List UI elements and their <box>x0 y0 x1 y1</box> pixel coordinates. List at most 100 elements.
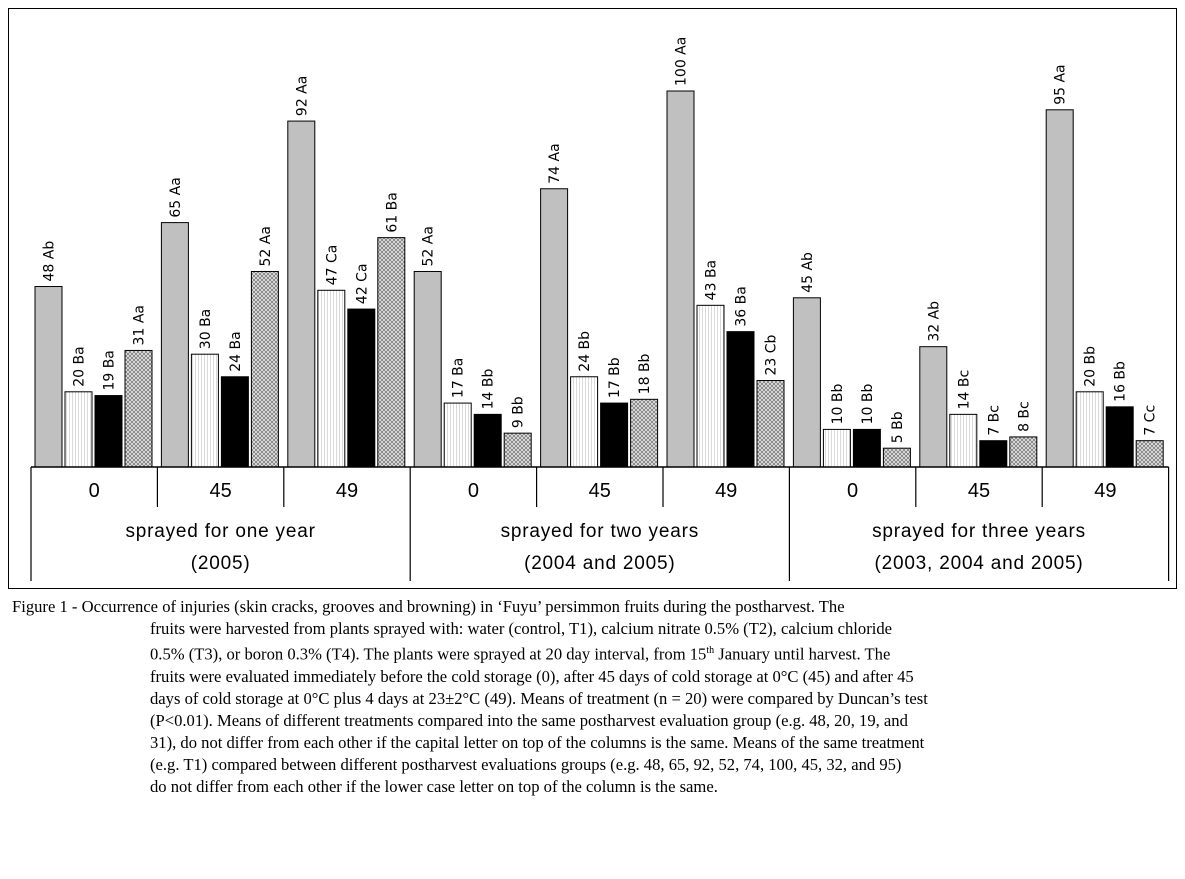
data-label: 32 Ab <box>926 301 942 342</box>
bar-calcium-chloride-5 <box>726 331 755 468</box>
bar-calcium-chloride-7 <box>979 440 1008 468</box>
data-label: 95 Aa <box>1053 64 1069 104</box>
bar-boron-5 <box>756 380 785 468</box>
data-label: 47 Ca <box>324 245 340 286</box>
bar-water-control--7 <box>919 346 948 468</box>
bar-calcium-nitrate-6 <box>822 428 851 468</box>
x-tick-label: 49 <box>336 480 358 502</box>
caption-line: do not differ from each other if the low… <box>150 776 718 796</box>
bar-water-control--6 <box>792 297 821 468</box>
data-label: 9 Bb <box>511 396 527 428</box>
data-label: 23 Cb <box>764 334 780 375</box>
bar-water-control--8 <box>1045 109 1074 468</box>
bar-boron-6 <box>882 447 911 468</box>
x-tick-label: 0 <box>847 480 858 502</box>
data-label: 30 Ba <box>198 309 214 349</box>
bar-calcium-nitrate-7 <box>949 413 978 468</box>
data-label: 17 Ba <box>451 358 467 398</box>
caption-line: 31), do not differ from each other if th… <box>150 732 925 752</box>
bar-boron-3 <box>503 432 532 468</box>
data-label: 14 Bc <box>956 370 972 410</box>
group-label-line2: (2003, 2004 and 2005) <box>874 553 1083 574</box>
data-label: 20 Bb <box>1083 346 1099 387</box>
data-label: 18 Bb <box>637 353 653 394</box>
bar-water-control--3 <box>413 270 442 468</box>
caption-line: Occurrence of injuries (skin cracks, gro… <box>81 597 845 616</box>
bar-boron-0 <box>124 349 153 468</box>
data-label: 8 Bc <box>1016 401 1032 432</box>
bar-calcium-chloride-6 <box>852 428 881 468</box>
bar-calcium-nitrate-8 <box>1075 391 1104 468</box>
x-tick-label: 45 <box>968 480 990 502</box>
bar-calcium-nitrate-1 <box>190 353 219 468</box>
bar-water-control--2 <box>287 120 316 468</box>
caption-label: Figure 1 - <box>12 597 82 616</box>
x-tick-label: 45 <box>589 480 611 502</box>
bar-calcium-nitrate-2 <box>317 289 346 468</box>
bar-calcium-nitrate-3 <box>443 402 472 468</box>
data-label: 61 Ba <box>384 192 400 232</box>
caption-line: days of cold storage at 0°C plus 4 days … <box>150 688 928 708</box>
caption-line-3: 0.5% (T3), or boron 0.3% (T4). The plant… <box>150 644 891 664</box>
x-tick-label: 0 <box>89 480 100 502</box>
data-label: 19 Ba <box>102 350 118 390</box>
bar-water-control--0 <box>34 286 63 468</box>
data-label: 20 Ba <box>72 346 88 386</box>
data-label: 36 Ba <box>734 286 750 326</box>
bar-calcium-nitrate-4 <box>570 376 599 468</box>
data-label: 10 Bb <box>860 384 876 425</box>
data-label: 52 Aa <box>421 226 437 266</box>
data-label: 24 Ba <box>228 331 244 371</box>
group-label-line2: (2005) <box>191 553 251 574</box>
bar-calcium-nitrate-5 <box>696 304 725 468</box>
x-tick-label: 49 <box>715 480 737 502</box>
data-label: 42 Ca <box>354 263 370 304</box>
group-label-line2: (2004 and 2005) <box>524 553 675 574</box>
bar-water-control--5 <box>666 90 695 468</box>
data-label: 7 Bc <box>986 405 1002 436</box>
data-label: 43 Ba <box>704 260 720 300</box>
bar-boron-7 <box>1009 436 1038 468</box>
data-label: 92 Aa <box>294 76 310 116</box>
caption-line: fruits were evaluated immediately before… <box>150 666 914 686</box>
x-tick-label: 45 <box>209 480 231 502</box>
bar-calcium-chloride-4 <box>600 402 629 468</box>
group-label-line1: sprayed for two years <box>501 521 699 542</box>
data-label: 100 Aa <box>674 37 690 86</box>
data-label: 17 Bb <box>607 357 623 398</box>
bar-boron-4 <box>630 398 659 468</box>
data-label: 7 Cc <box>1143 405 1159 436</box>
bar-calcium-chloride-2 <box>347 308 376 468</box>
data-label: 5 Bb <box>890 411 906 443</box>
bar-chart: 48 Ab 20 Ba 19 Ba 31 Aa 65 Aa 30 Ba 24 Ba 52 Aa… <box>30 37 1170 581</box>
figure-frame: 48 Ab 20 Ba 19 Ba 31 Aa 65 Aa 30 Ba 24 Ba 52 Aa… <box>8 8 1177 589</box>
x-tick-label: 0 <box>468 480 479 502</box>
bar-calcium-chloride-3 <box>473 413 502 468</box>
data-label: 65 Aa <box>168 177 184 217</box>
data-label: 14 Bb <box>481 368 497 409</box>
data-label: 31 Aa <box>132 305 148 345</box>
data-label: 48 Ab <box>42 241 58 282</box>
data-label: 10 Bb <box>830 384 846 425</box>
bar-water-control--1 <box>160 222 189 468</box>
data-label: 52 Aa <box>258 226 274 266</box>
x-tick-label: 49 <box>1094 480 1116 502</box>
bar-water-control--4 <box>540 188 569 468</box>
caption-line: fruits were harvested from plants spraye… <box>150 619 893 638</box>
figure-caption: Figure 1 - Occurrence of injuries (skin … <box>12 596 1172 798</box>
group-label-line1: sprayed for three years <box>872 521 1086 542</box>
bar-calcium-chloride-1 <box>220 376 249 468</box>
group-label-line1: sprayed for one year <box>125 521 315 542</box>
data-label: 16 Bb <box>1113 361 1129 402</box>
data-label: 45 Ab <box>800 252 816 293</box>
superscript-th: th <box>706 645 715 656</box>
bar-boron-1 <box>250 270 279 468</box>
bar-boron-2 <box>377 237 406 468</box>
data-label: 74 Aa <box>547 143 563 183</box>
bar-calcium-nitrate-0 <box>64 391 93 468</box>
data-label: 24 Bb <box>577 331 593 372</box>
bar-boron-8 <box>1135 440 1164 468</box>
caption-line: (P<0.01). Means of different treatments … <box>150 710 908 730</box>
bar-calcium-chloride-8 <box>1105 406 1134 468</box>
bar-calcium-chloride-0 <box>94 395 123 468</box>
